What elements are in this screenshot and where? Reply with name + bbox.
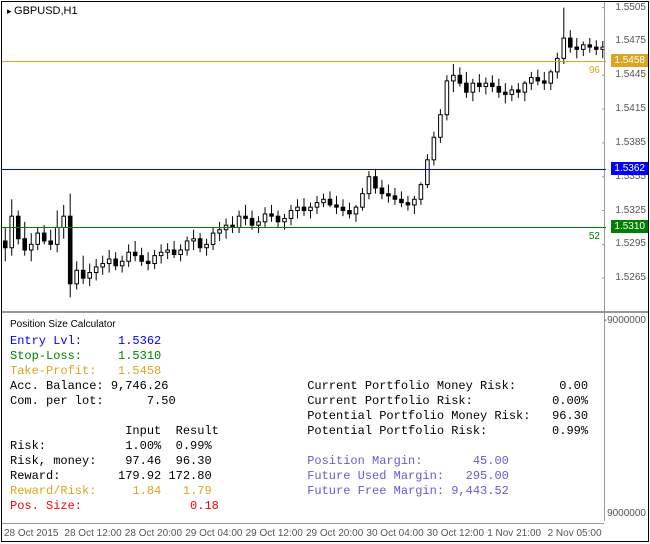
fut-used-value: 295.00 xyxy=(466,469,509,483)
position-size-panel: Position Size Calculator Entry Lvl: 1.53… xyxy=(2,312,648,521)
pos-margin-label: Position Margin: xyxy=(307,454,422,468)
price-line-label: 1.5458 xyxy=(611,54,648,67)
cpr-value: 0.00% xyxy=(552,394,588,408)
reward-input: 179.92 xyxy=(118,469,161,483)
ppr-value: 0.99% xyxy=(552,424,588,438)
reward-risk-result: 1.79 xyxy=(183,484,212,498)
take-profit-label: Take-Profit: xyxy=(10,364,96,378)
price-line-label: 1.5362 xyxy=(611,162,648,175)
price-axis: 1.52651.52951.53251.53551.53851.54151.54… xyxy=(604,2,648,311)
com-per-lot-value: 7.50 xyxy=(147,394,176,408)
chart-title: GBPUSD,H1 xyxy=(7,5,78,17)
com-per-lot-label: Com. per lot: xyxy=(10,394,104,408)
risk-label: Risk: xyxy=(10,439,46,453)
pos-size-label: Pos. Size: xyxy=(10,499,82,513)
risk-input: 1.00% xyxy=(125,439,161,453)
risk-result: 0.99% xyxy=(176,439,212,453)
price-line-label: 1.5310 xyxy=(611,220,648,233)
ppmr-value: 96.30 xyxy=(552,409,588,423)
result-header: Result xyxy=(176,424,219,438)
risk-money-result: 96.30 xyxy=(176,454,212,468)
cpmr-label: Current Portfolio Money Risk: xyxy=(307,379,516,393)
risk-money-input: 97.46 xyxy=(125,454,161,468)
reward-label: Reward: xyxy=(10,469,60,483)
cpr-label: Current Portfolio Risk: xyxy=(307,394,473,408)
fut-free-label: Future Free Margin: xyxy=(307,484,444,498)
panel-axis-top: -9000000 xyxy=(604,315,646,326)
panel-axis: -9000000 9000000 xyxy=(604,313,648,521)
pos-size-value: 0.18 xyxy=(190,499,219,513)
take-profit-value: 1.5458 xyxy=(118,364,161,378)
acc-balance-value: 9,746.26 xyxy=(111,379,169,393)
risk-money-label: Risk, money: xyxy=(10,454,96,468)
pos-margin-value: 45.00 xyxy=(473,454,509,468)
ppmr-label: Potential Portfolio Money Risk: xyxy=(307,409,530,423)
ppr-label: Potential Portfolio Risk: xyxy=(307,424,487,438)
price-line-delta: 96 xyxy=(589,65,600,76)
time-axis: 28 Oct 201528 Oct 12:0028 Oct 20:0029 Oc… xyxy=(2,523,604,541)
candlestick-svg xyxy=(2,2,606,312)
fut-used-label: Future Used Margin: xyxy=(307,469,444,483)
cpmr-value: 0.00 xyxy=(559,379,588,393)
reward-risk-input: 1.84 xyxy=(132,484,161,498)
panel-axis-bottom: 9000000 xyxy=(607,508,646,519)
reward-risk-label: Reward/Risk: xyxy=(10,484,96,498)
price-chart[interactable]: GBPUSD,H1 1.52651.52951.53251.53551.5385… xyxy=(2,2,648,312)
input-header: Input xyxy=(125,424,161,438)
acc-balance-label: Acc. Balance: xyxy=(10,379,104,393)
panel-title: Position Size Calculator xyxy=(10,317,596,332)
stop-loss-label: Stop-Loss: xyxy=(10,349,82,363)
reward-result: 172.80 xyxy=(168,469,211,483)
stop-loss-value: 1.5310 xyxy=(118,349,161,363)
fut-free-value: 9,443.52 xyxy=(451,484,509,498)
entry-lvl-value: 1.5362 xyxy=(118,334,161,348)
price-line-delta: 52 xyxy=(589,231,600,242)
entry-lvl-label: Entry Lvl: xyxy=(10,334,82,348)
